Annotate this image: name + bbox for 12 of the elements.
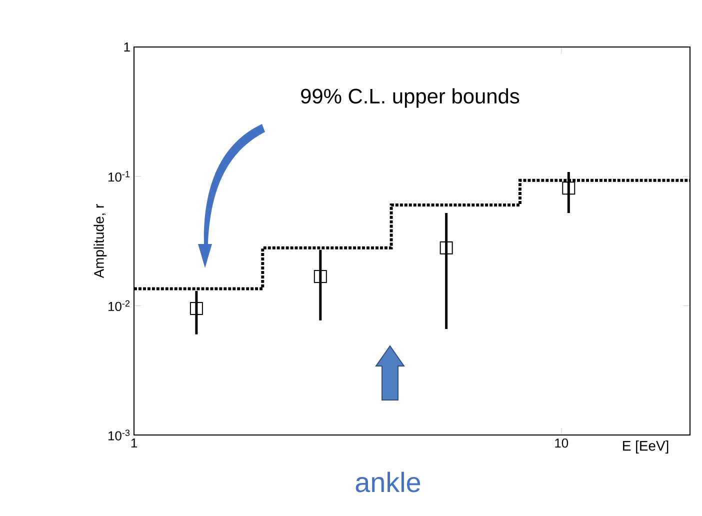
y-tick-label: 10$^{-1}$ xyxy=(108,170,130,182)
point xyxy=(190,302,203,316)
y-tick-label: 10$^{-2}$ xyxy=(108,300,130,312)
y-axis-title: Amplitude, r xyxy=(94,204,107,278)
text: ankle xyxy=(356,472,420,492)
x-axis-title: E [EeV] xyxy=(623,440,668,454)
y-tick-label: 10$^{-3}$ xyxy=(108,430,130,440)
annotation: 99% C.L. upper bounds xyxy=(301,88,520,108)
point xyxy=(562,182,576,195)
point xyxy=(314,270,327,284)
x-tick-label: 10 xyxy=(555,438,568,448)
y-tick-label: 1 xyxy=(124,42,130,52)
